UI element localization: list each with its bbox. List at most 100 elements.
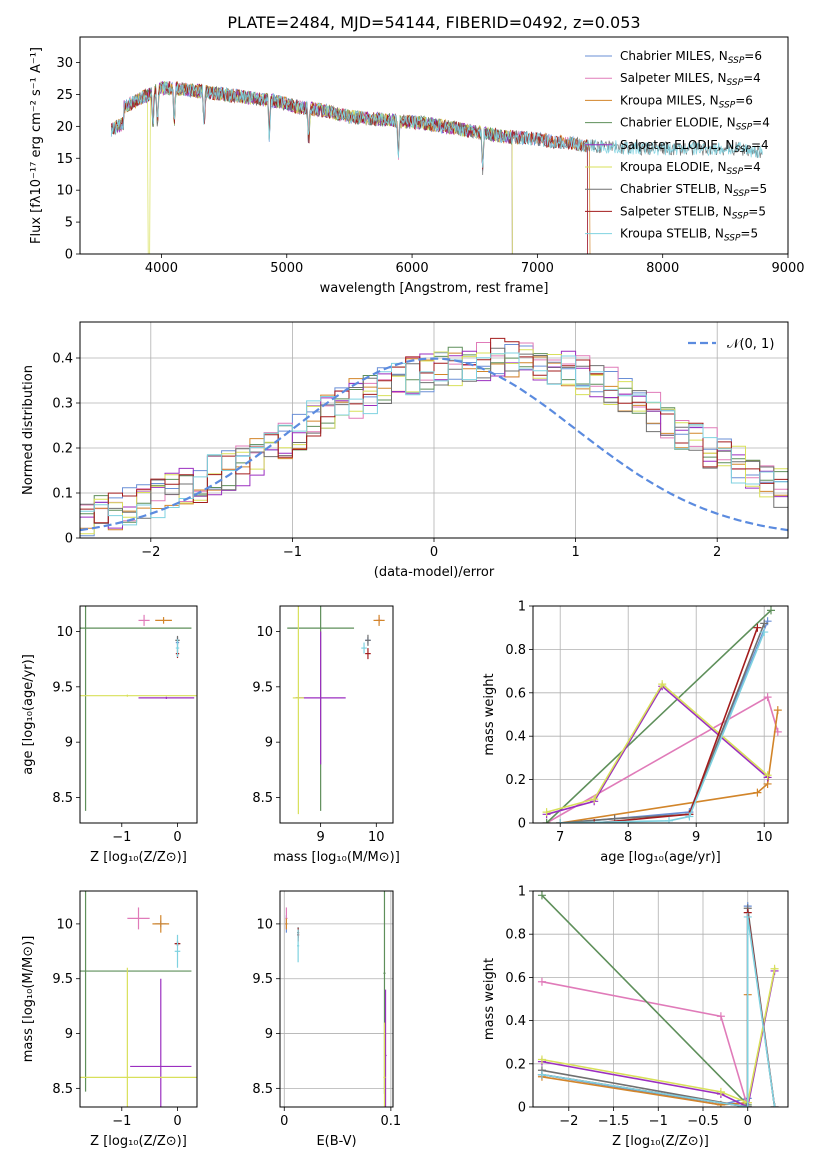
y-tick-label: 0 [65, 248, 73, 263]
y-tick-label: 0 [518, 1101, 526, 1116]
y-tick-label: 8.5 [52, 791, 73, 806]
weight-marker [590, 795, 599, 804]
weight-marker [770, 1103, 779, 1107]
data-point [365, 634, 371, 646]
legend-label: Kroupa MILES, NSSP=6 [620, 93, 753, 110]
data-point [80, 891, 192, 1092]
figure-title: PLATE=2484, MJD=54144, FIBERID=0492, z=0… [227, 13, 640, 32]
legend-label: Salpeter MILES, NSSP=4 [620, 71, 761, 88]
x-axis-label: age [log₁₀(age/yr)] [600, 850, 721, 865]
y-axis-label: mass weight [482, 673, 497, 755]
x-tick-label: −2 [559, 1114, 578, 1129]
y-axis-label: mass weight [482, 958, 497, 1040]
x-tick-label: −0.5 [687, 1114, 719, 1129]
data-point [138, 614, 150, 626]
x-tick-label: 2 [713, 545, 721, 560]
weight-series-6 [541, 968, 776, 1104]
x-tick-label: 10 [368, 830, 385, 845]
mass-vs-z-points [80, 891, 197, 1107]
weight-series-7 [560, 623, 765, 823]
y-tick-label: 0.8 [505, 643, 526, 658]
y-tick-label: 9 [265, 1027, 273, 1042]
legend-label: Chabrier ELODIE, NSSP=4 [620, 116, 770, 133]
residuals-axes: −2 −1 0 1 2 0 0.1 0.2 0.3 0.4 (data-model)/error No… [21, 322, 788, 580]
age-vs-z-axes: −1 0 8.5 9 9.5 10 Z [log₁₀(Z/Z⊙)] age [log₁₀(ag… [21, 625, 187, 865]
weight-vs-z-axes: −2 −1.5 −1 −0.5 0 0 0.2 0.4 0.6 0.8 1 Z [log₁₀(Z/Z⊙… [482, 885, 788, 1149]
y-tick-label: 0.2 [505, 773, 526, 788]
x-tick-label: 0 [173, 1114, 181, 1129]
weight-marker [537, 891, 546, 900]
weight-marker [658, 680, 667, 689]
y-tick-label: 9 [65, 736, 73, 751]
y-tick-label: 9 [65, 1027, 73, 1042]
mass-vs-ebv-frame [279, 890, 394, 1108]
data-point [365, 648, 371, 660]
age-vs-z-points [80, 606, 197, 811]
residuals-frame [79, 321, 789, 539]
age-vs-mass-points [287, 606, 385, 815]
data-point [130, 978, 192, 1107]
data-point [138, 696, 195, 699]
y-tick-label: 0 [65, 532, 73, 547]
y-tick-label: 0.6 [505, 971, 526, 986]
spectrum-series-8 [110, 80, 588, 254]
y-tick-label: 15 [56, 152, 73, 167]
y-tick-label: 1 [518, 885, 526, 900]
y-tick-label: 9 [265, 736, 273, 751]
y-tick-label: 0 [518, 817, 526, 832]
weight-marker [760, 628, 769, 637]
x-tick-label: 8 [624, 830, 632, 845]
weight-marker [537, 977, 546, 986]
x-axis-label: wavelength [Angstrom, rest frame] [320, 281, 549, 296]
x-tick-label: 4000 [145, 261, 178, 276]
data-point [175, 639, 180, 657]
data-point [285, 918, 288, 930]
normal-curve [80, 357, 788, 532]
y-tick-label: 1 [518, 600, 526, 615]
weight-marker [743, 912, 752, 921]
y-tick-label: 0.2 [505, 1057, 526, 1072]
data-point [80, 694, 197, 697]
data-point [292, 606, 304, 815]
x-tick-label: 9000 [771, 261, 804, 276]
x-axis-label: (data-model)/error [374, 565, 495, 580]
y-tick-label: 0.3 [52, 397, 73, 412]
weight-marker [685, 812, 694, 821]
mass-vs-ebv-axes: 0 0.1 8.5 9 9.5 10 E(B-V) [252, 891, 401, 1149]
weight-marker [537, 1055, 546, 1064]
weight-marker [773, 706, 782, 715]
x-tick-label: 5000 [270, 261, 303, 276]
data-point [373, 614, 385, 626]
weight-series-3 [560, 710, 779, 823]
weight-marker [556, 819, 565, 823]
weight-marker [665, 816, 673, 823]
x-tick-label: 7000 [521, 261, 554, 276]
residual-histogram-1 [80, 344, 788, 537]
x-axis-label: E(B-V) [316, 1134, 356, 1149]
data-point [127, 907, 150, 930]
x-tick-label: 10 [756, 830, 773, 845]
y-tick-label: 20 [56, 120, 73, 135]
residual-histogram-9 [80, 352, 788, 526]
data-point [383, 1022, 386, 1107]
mass-vs-ebv-points [285, 891, 387, 1107]
x-tick-label: 0 [430, 545, 438, 560]
y-tick-label: 9.5 [52, 680, 73, 695]
mass-vs-z-axes: −1 0 8.5 9 9.5 10 Z [log₁₀(Z/Z⊙)] mass [log₁₀(M… [21, 917, 187, 1149]
weight-marker [763, 693, 772, 702]
y-tick-label: 8.5 [252, 791, 273, 806]
y-tick-label: 10 [256, 917, 273, 932]
weight-marker [590, 819, 599, 823]
weight-vs-z-frame [532, 890, 789, 1108]
weight-marker [753, 788, 762, 797]
weight-series-4 [546, 609, 772, 823]
age-vs-mass-frame [279, 605, 394, 824]
x-tick-label: 0 [173, 830, 181, 845]
weight-series-9 [541, 916, 776, 1107]
spectrum-legend: Chabrier MILES, NSSP=6 Salpeter MILES, NS… [585, 49, 770, 244]
legend-label: Kroupa STELIB, NSSP=5 [620, 227, 758, 244]
x-axis-label: mass [log₁₀(M/M⊙)] [273, 850, 400, 865]
weight-marker [743, 1103, 752, 1107]
data-point [80, 967, 197, 1107]
legend-label: Kroupa ELODIE, NSSP=4 [620, 160, 761, 177]
